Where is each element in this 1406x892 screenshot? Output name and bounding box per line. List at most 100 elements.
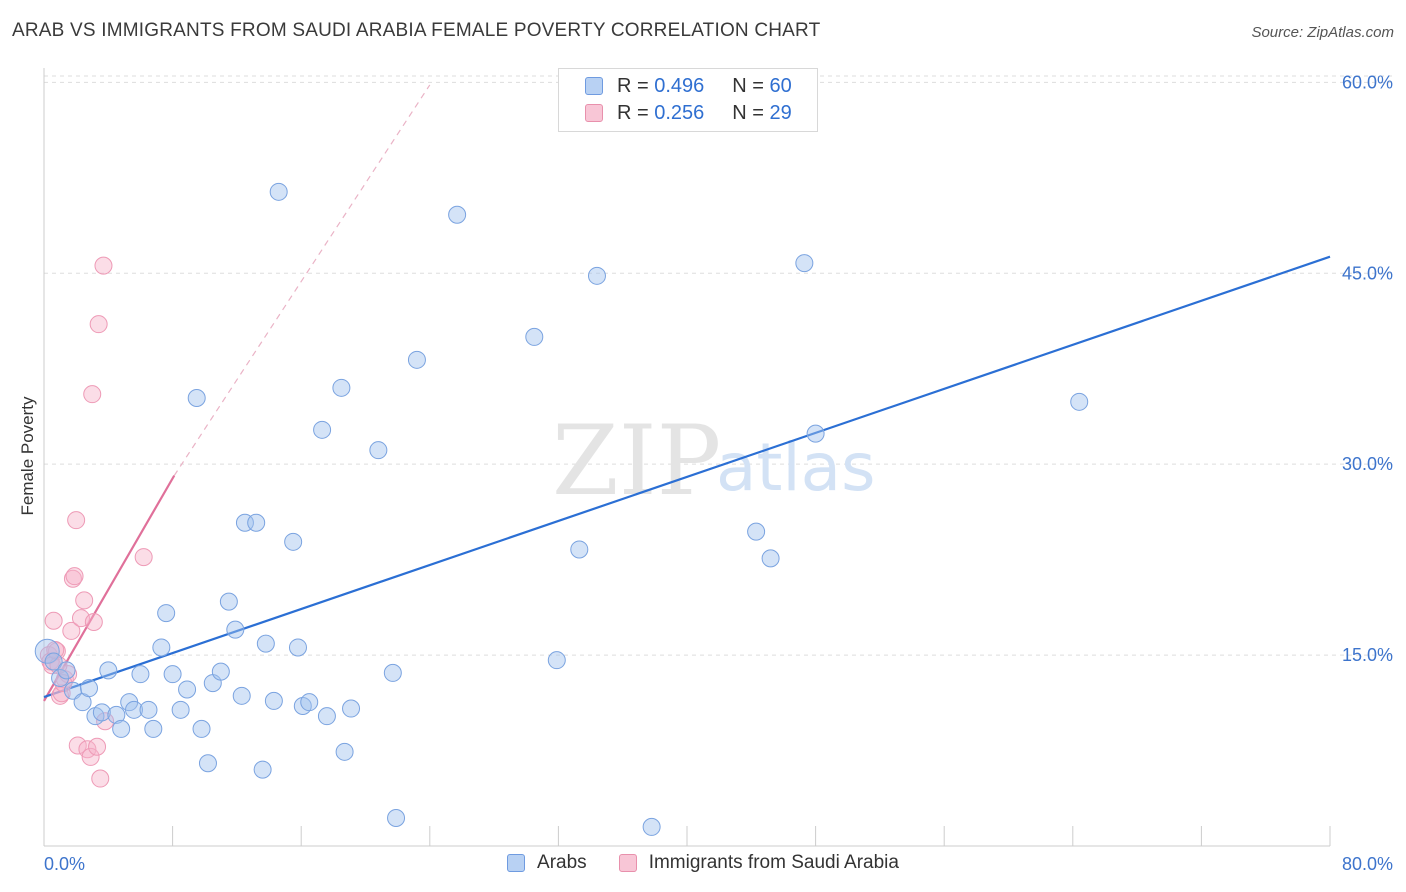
arab-point — [387, 809, 406, 827]
arab-point — [211, 662, 230, 681]
arab-point — [139, 700, 158, 719]
arab-point — [219, 592, 238, 611]
watermark: ZIP atlas — [552, 405, 876, 517]
arab-point — [44, 652, 63, 671]
arab-point — [761, 549, 780, 568]
arab-point — [51, 669, 70, 687]
tick-labels: 15.0% 30.0% 45.0% 60.0% 0.0% 80.0% — [44, 72, 1393, 874]
arab-points — [34, 182, 1089, 836]
legend-label-arabs: Arabs — [537, 852, 587, 873]
gridlines — [44, 75, 1394, 656]
trend-lines — [43, 84, 1331, 702]
arab-point — [448, 205, 467, 224]
saudi-point — [62, 621, 81, 640]
arab-point — [80, 679, 99, 698]
arabs-trend-line — [43, 255, 1331, 699]
arab-point — [1070, 392, 1089, 411]
arab-point — [232, 686, 251, 705]
arab-point — [198, 754, 217, 773]
saudi-point — [68, 736, 87, 755]
arab-point — [335, 742, 354, 761]
arab-point — [107, 705, 126, 724]
arab-point — [269, 182, 288, 201]
arab-point — [806, 424, 825, 443]
saudi-point — [81, 747, 100, 766]
saudi-point — [67, 511, 86, 530]
arab-point — [642, 817, 661, 836]
arab-point — [407, 350, 426, 369]
arab-point — [178, 680, 197, 699]
arab-point — [525, 327, 544, 346]
arab-point — [226, 620, 245, 639]
legend-n-value: 60 — [769, 74, 792, 97]
legend-swatch-arabs — [507, 854, 526, 872]
arab-point — [253, 760, 272, 779]
arab-point — [284, 532, 303, 551]
legend-item-saudi[interactable]: Immigrants from Saudi Arabia — [618, 852, 899, 874]
saudi-point — [44, 611, 63, 630]
legend-swatch-saudi — [585, 104, 603, 122]
arab-point — [313, 420, 332, 439]
arab-point — [369, 441, 388, 460]
saudi-point — [84, 613, 103, 631]
arab-point — [34, 638, 60, 664]
arab-point — [264, 691, 283, 710]
arab-point — [332, 378, 351, 397]
arab-point — [288, 638, 307, 657]
arab-point — [152, 638, 171, 657]
axes — [43, 68, 1331, 847]
arab-point — [163, 665, 182, 684]
arab-point — [57, 661, 76, 680]
saudi-point — [94, 256, 113, 275]
saudi-point — [46, 641, 65, 659]
watermark-zip: ZIP — [552, 405, 721, 517]
arab-point — [300, 693, 319, 712]
y-tick-label: 45.0% — [1342, 263, 1393, 283]
series-legend: Arabs Immigrants from Saudi Arabia — [0, 852, 1406, 874]
arab-point — [247, 513, 266, 532]
correlation-legend: R = 0.496 N = 60 R = 0.256 N = 29 — [558, 68, 818, 132]
legend-item-arabs[interactable]: Arabs — [507, 852, 587, 874]
legend-r-label: R = — [617, 101, 655, 124]
saudi-trend-line — [43, 475, 176, 702]
legend-n-value: 29 — [769, 101, 792, 124]
saudi-point — [91, 769, 110, 788]
legend-r-label: R = — [617, 74, 655, 97]
chart-title: ARAB VS IMMIGRANTS FROM SAUDI ARABIA FEM… — [12, 20, 821, 41]
chart-source: Source: ZipAtlas.com — [1251, 24, 1394, 41]
arab-point — [192, 719, 211, 738]
legend-label-saudi: Immigrants from Saudi Arabia — [648, 852, 899, 873]
arab-point — [131, 665, 150, 684]
arab-point — [187, 389, 206, 407]
y-tick-label: 30.0% — [1342, 454, 1393, 474]
legend-swatch-saudi — [618, 854, 637, 872]
arab-point — [256, 634, 275, 653]
arab-point — [92, 703, 111, 722]
arab-point — [795, 254, 814, 273]
arab-point — [317, 707, 336, 726]
arab-point — [157, 604, 176, 623]
arab-point — [112, 719, 131, 738]
y-tick-label: 15.0% — [1342, 645, 1393, 665]
arab-point — [587, 266, 606, 285]
arab-point — [63, 681, 82, 700]
arab-point — [144, 719, 163, 738]
arab-point — [383, 663, 402, 682]
legend-r-value: 0.496 — [654, 74, 705, 97]
arab-point — [547, 651, 566, 670]
legend-row-arabs: R = 0.496 N = 60 — [585, 73, 792, 99]
arab-point — [99, 661, 118, 680]
saudi-trend-extension — [173, 84, 431, 476]
saudi-point — [83, 385, 102, 404]
legend-n-label: N = — [732, 74, 770, 97]
legend-swatch-arabs — [585, 77, 603, 95]
saudi-point — [65, 567, 84, 586]
legend-row-saudi: R = 0.256 N = 29 — [585, 100, 792, 126]
saudi-point — [75, 591, 94, 610]
arab-point — [747, 522, 766, 541]
saudi-point — [134, 548, 153, 567]
legend-n-label: N = — [732, 101, 770, 124]
legend-r-value: 0.256 — [654, 101, 705, 124]
arab-point — [342, 699, 361, 718]
